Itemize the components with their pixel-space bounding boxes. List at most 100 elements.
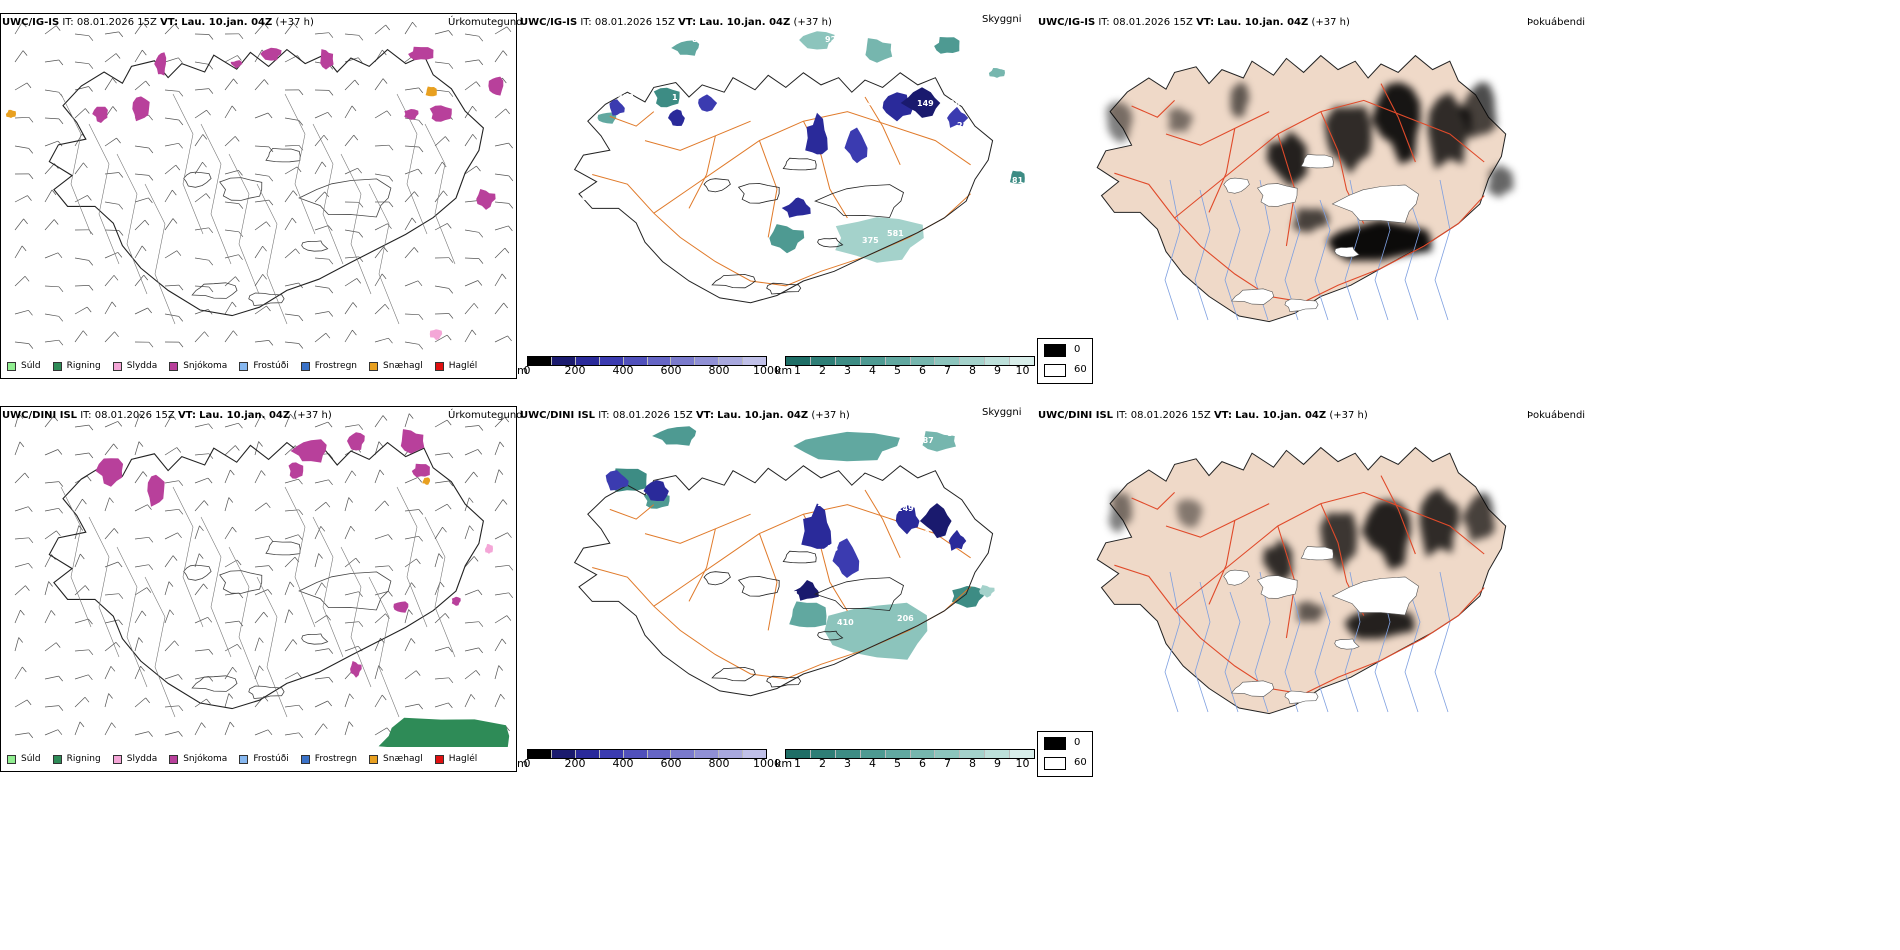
wind-barb-flag xyxy=(348,497,353,503)
fog-area xyxy=(1106,101,1133,143)
wind-barb xyxy=(314,257,329,260)
glacier-outline xyxy=(782,157,817,171)
precip-map-top xyxy=(5,21,514,350)
road-line xyxy=(864,96,901,166)
wind-barb xyxy=(164,189,173,203)
wind-barb xyxy=(44,140,59,147)
glacier-outline xyxy=(191,675,238,692)
wind-barb xyxy=(104,642,117,652)
wind-barb-flag xyxy=(328,287,334,294)
wind-barb xyxy=(164,447,177,456)
wind-barb-flag xyxy=(178,480,184,486)
fog-roads-top xyxy=(1114,83,1485,303)
wind-barb xyxy=(104,497,110,512)
wind-barb-flag xyxy=(236,559,242,566)
colorbar-tick: 7 xyxy=(944,364,951,377)
cloud-base-value: 410 xyxy=(837,618,854,627)
wind-barb-flag xyxy=(328,479,333,486)
wind-barb xyxy=(254,112,269,119)
wind-barb-flag xyxy=(58,675,63,682)
wind-barb xyxy=(254,49,263,63)
wind-barb-flag xyxy=(28,173,34,180)
wind-barb-flag xyxy=(441,161,447,168)
wind-barb-flag xyxy=(148,197,153,204)
fog-area xyxy=(1291,208,1330,233)
glacier-fill xyxy=(1331,576,1419,616)
wind-barb-flag xyxy=(206,698,211,705)
wind-barb xyxy=(44,89,59,93)
wind-barb-flag xyxy=(358,424,364,430)
colorbar-segment xyxy=(1010,750,1035,758)
wind-barb-flag xyxy=(88,260,94,266)
wind-barb xyxy=(464,670,477,680)
wind-barb xyxy=(344,645,359,652)
wind-barb-flag xyxy=(118,230,124,236)
legend-swatch xyxy=(52,754,62,764)
wind-barb xyxy=(74,649,89,652)
wind-barb-flag xyxy=(19,441,25,448)
colorbar-tick: 1 xyxy=(794,757,801,770)
cloud-panel-top: 827 925 888 92 300 398 1 149 1 14 98 12 375 581 0 81 25 xyxy=(517,28,1037,350)
terrain-line xyxy=(312,123,344,265)
legend-label: Haglél xyxy=(448,754,478,764)
wind-barb xyxy=(284,556,296,568)
terrain-line xyxy=(424,516,456,658)
fog-label-bottom: Þokuábendi xyxy=(1527,410,1586,421)
wind-barb-flag xyxy=(238,620,244,627)
wind-barb-flag xyxy=(259,637,264,643)
colorbar-segment xyxy=(671,750,696,758)
wind-barb-flag xyxy=(88,452,94,459)
wind-barb xyxy=(164,480,179,484)
glacier-outline xyxy=(301,240,329,252)
wind-barb xyxy=(44,581,49,596)
wind-barb-flag xyxy=(117,561,123,568)
road-line xyxy=(688,135,716,209)
colorbar-unit: km xyxy=(775,757,793,770)
wind-barb-flag xyxy=(238,592,244,599)
wind-barb-flag xyxy=(416,558,421,565)
wind-barb xyxy=(284,282,299,287)
wind-barb-flag xyxy=(388,565,394,572)
wind-barb-flag xyxy=(351,105,357,112)
wind-barb xyxy=(224,170,239,175)
wind-barb-flag xyxy=(506,26,512,33)
wind-barb xyxy=(374,273,383,287)
wind-barb xyxy=(254,173,269,177)
wind-barb-flag xyxy=(325,501,331,508)
wind-barb-flag xyxy=(88,63,94,69)
colorbar-segment xyxy=(860,750,886,758)
wind-barb-flag xyxy=(238,422,243,429)
terrain-line xyxy=(396,486,428,628)
wind-barb xyxy=(344,497,350,512)
colorbar-segment xyxy=(960,750,986,758)
wind-barb-flag xyxy=(28,310,33,316)
river-line xyxy=(1434,571,1451,713)
wind-barb xyxy=(404,168,419,175)
wind-barb xyxy=(224,301,233,315)
precip-area xyxy=(451,596,461,606)
wind-barb xyxy=(434,503,448,512)
wind-barb xyxy=(194,109,207,119)
wind-barb xyxy=(404,509,419,512)
wind-barb xyxy=(194,88,209,91)
title-bottom-middle: UWC/DINI ISL IT: 08.01.2026 15Z VT: Lau.… xyxy=(520,410,850,421)
colorbar-tick: 4 xyxy=(869,757,876,770)
wind-barb-flag xyxy=(111,722,116,728)
wind-barb-flag xyxy=(28,343,34,349)
visibility-area xyxy=(934,37,960,54)
wind-barb-flag xyxy=(501,638,507,645)
cloud-base-value: 887 xyxy=(917,436,934,445)
wind-barb-flag xyxy=(86,475,92,482)
precip-legend-item: Frostúði xyxy=(239,361,289,371)
wind-barb-flag xyxy=(118,172,124,178)
wind-barb-flag xyxy=(174,23,180,30)
wind-barb-flag xyxy=(22,50,28,56)
wind-barb xyxy=(194,423,209,428)
wind-barb-flag xyxy=(21,245,27,252)
wind-barb-flag xyxy=(26,82,32,89)
colorbar-tick: 3 xyxy=(844,757,851,770)
colorbar-tick: 10 xyxy=(1015,757,1030,770)
terrain-line xyxy=(172,93,204,235)
wind-barb-flag xyxy=(237,644,242,650)
wind-barb-flag xyxy=(118,31,124,38)
